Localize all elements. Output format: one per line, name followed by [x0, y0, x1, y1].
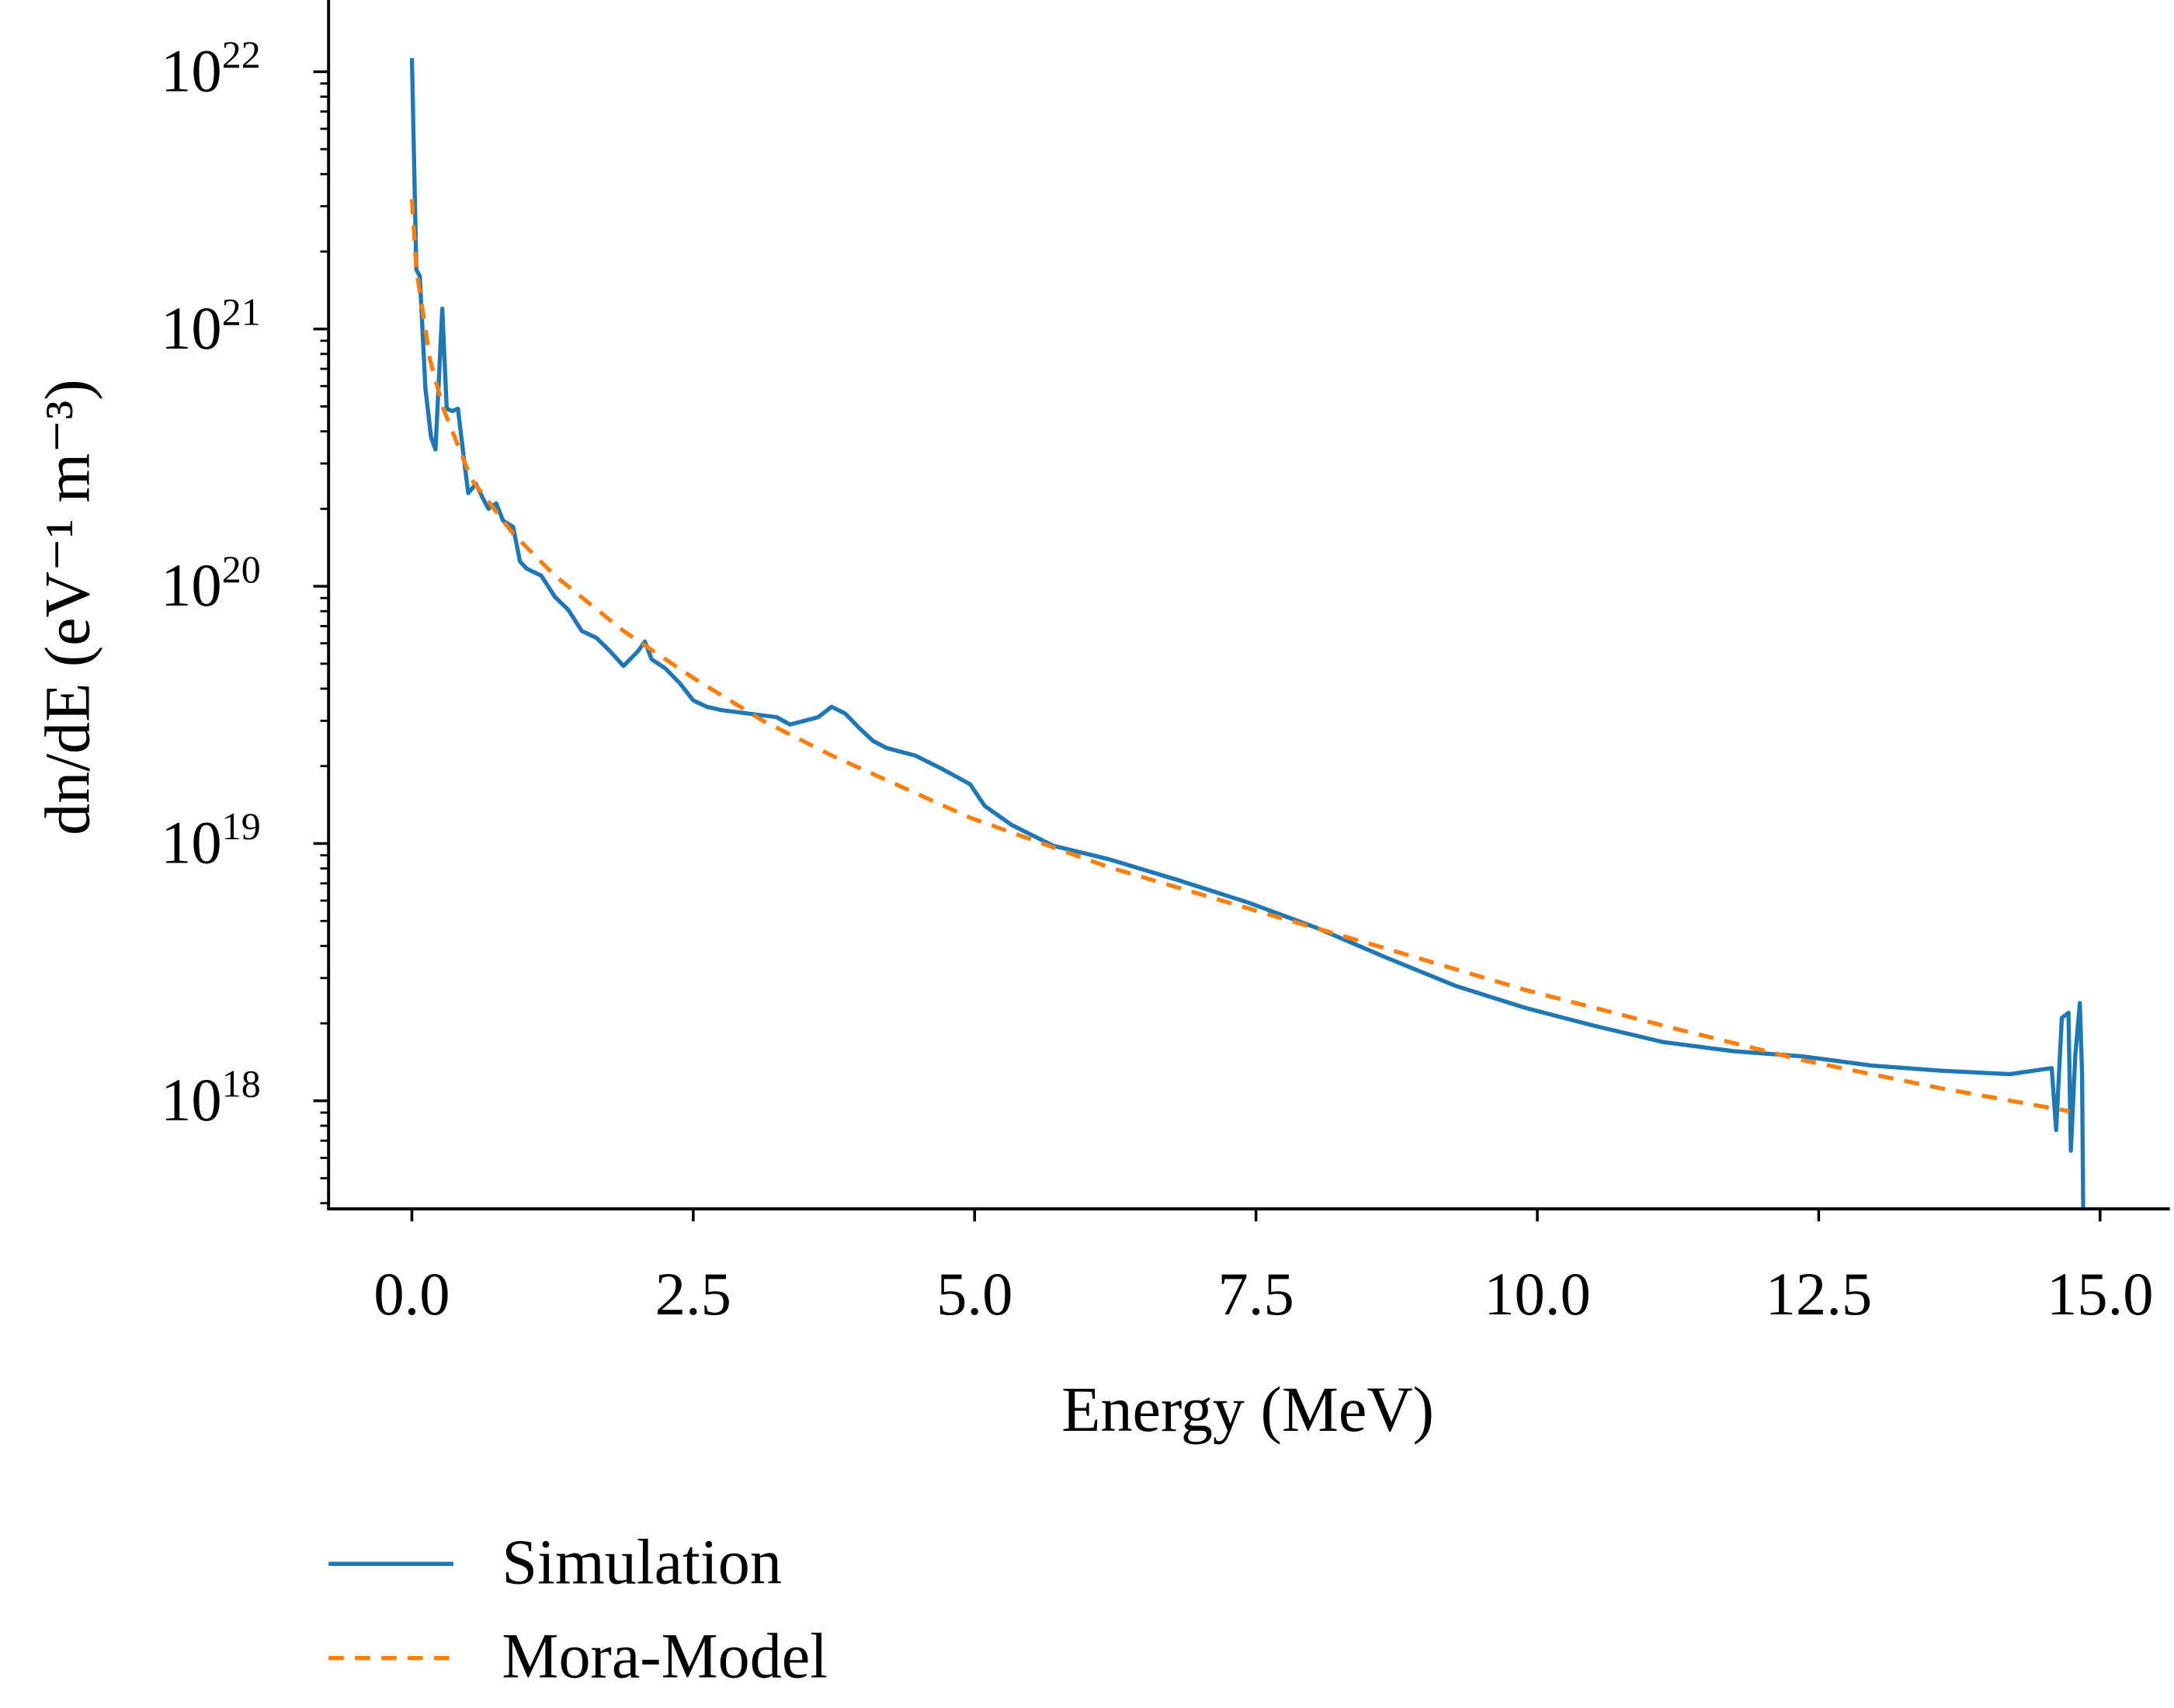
- legend-label-mora-model: Mora-Model: [502, 1621, 828, 1692]
- x-tick-label: 7.5: [1218, 1260, 1294, 1328]
- series-line-mora-model: [409, 199, 2071, 1114]
- x-tick-label: 10.0: [1484, 1260, 1590, 1328]
- y-tick-label: 1021: [161, 290, 261, 361]
- y-tick-label: 1020: [161, 547, 261, 619]
- x-axis-label: Energy (MeV): [1061, 1374, 1434, 1445]
- x-tick-label: 2.5: [655, 1260, 731, 1328]
- y-tick-base: 10: [161, 1066, 222, 1133]
- y-tick-label: 1019: [161, 804, 261, 876]
- y-tick-exponent: 19: [222, 804, 261, 848]
- y-tick-base: 10: [161, 36, 222, 104]
- y-tick-base: 10: [161, 809, 222, 877]
- y-tick-label: 1022: [161, 33, 261, 104]
- y-tick-exponent: 21: [222, 290, 261, 333]
- x-tick-label: 12.5: [1766, 1260, 1872, 1328]
- y-tick-base: 10: [161, 294, 222, 362]
- series-line-simulation: [409, 57, 2085, 1210]
- y-tick-base: 10: [161, 551, 222, 619]
- x-axis-ticks: 0.0 2.5 5.0 7.5 10.0 12.5 15.0: [373, 1209, 2154, 1328]
- x-tick-label: 0.0: [373, 1260, 450, 1328]
- y-tick-exponent: 18: [222, 1062, 261, 1106]
- x-tick-label: 5.0: [936, 1260, 1012, 1328]
- y-tick-label: 1018: [161, 1062, 261, 1133]
- plot-area: [409, 57, 2085, 1210]
- legend-label-simulation: Simulation: [502, 1526, 781, 1597]
- y-tick-exponent: 22: [222, 33, 261, 76]
- y-tick-exponent: 20: [222, 547, 261, 591]
- legend: Simulation Mora-Model: [328, 1526, 828, 1692]
- x-tick-label: 15.0: [2047, 1260, 2153, 1328]
- y-axis-label: dn/dE (eV⁻¹ m⁻³): [32, 379, 102, 835]
